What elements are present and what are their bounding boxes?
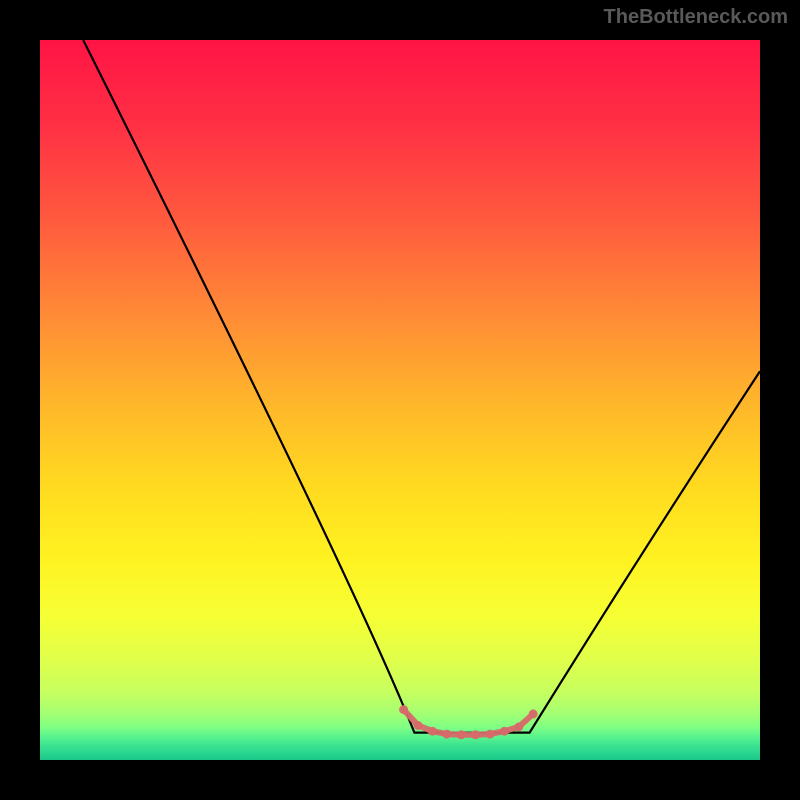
highlight-marker: [514, 722, 523, 731]
highlight-marker: [529, 709, 538, 718]
watermark-text: TheBottleneck.com: [604, 6, 788, 29]
chart-svg: [40, 40, 760, 760]
highlight-line: [404, 710, 534, 735]
highlight-marker: [486, 730, 495, 739]
highlight-group: [399, 705, 538, 739]
highlight-marker: [399, 705, 408, 714]
highlight-marker: [500, 727, 509, 736]
plot-area: [40, 40, 760, 760]
highlight-marker: [471, 730, 480, 739]
highlight-marker: [457, 730, 466, 739]
highlight-marker: [428, 727, 437, 736]
highlight-marker: [442, 730, 451, 739]
highlight-marker: [414, 721, 423, 730]
bottleneck-curve: [83, 40, 760, 733]
